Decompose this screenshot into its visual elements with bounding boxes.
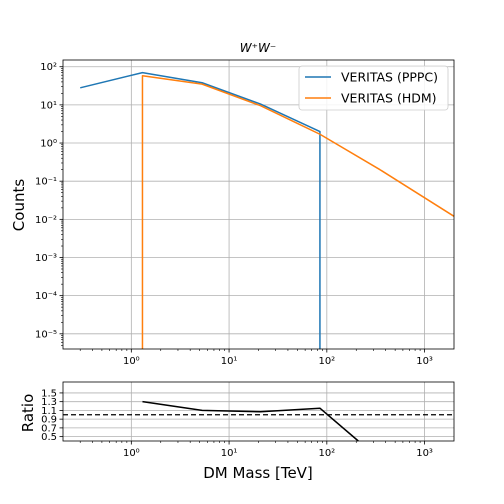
- counts-y-tick-label: 10⁻⁵: [35, 329, 57, 340]
- counts-y-tick-label: 10¹: [40, 100, 57, 111]
- legend-label-pppc: VERITAS (PPPC): [341, 70, 438, 85]
- ratio-y-tick-label: 1.3: [41, 397, 57, 408]
- counts-x-tick-label: 10⁰: [123, 356, 140, 367]
- legend-box: [298, 65, 449, 111]
- counts-y-tick-label: 10⁻⁴: [35, 291, 57, 302]
- counts-y-tick-label: 10⁻¹: [35, 177, 57, 188]
- ratio-y-ticks: 0.50.70.91.11.31.5: [41, 388, 63, 443]
- ratio-panel: 10⁰ 10¹ 10² 10³ 0.50.70.91.11.31.5 DM Mass …: [19, 381, 455, 482]
- counts-series-line-1: [141, 75, 455, 349]
- ratio-y-tick-label: 1.5: [41, 388, 57, 399]
- chart-title: W⁺W⁻: [240, 41, 276, 55]
- ratio-series: [63, 400, 454, 442]
- counts-series: [80, 71, 455, 349]
- ratio-y-tick-label: 1.1: [41, 406, 57, 417]
- ratio-x-tick-label: 10¹: [221, 448, 238, 459]
- ratio-y-tick-label: 0.9: [41, 415, 57, 426]
- counts-x-ticks: 10⁰ 10¹ 10² 10³: [79, 349, 433, 367]
- ratio-y-tick-label: 0.7: [41, 423, 57, 434]
- counts-y-ticks: 10⁻⁵ 10⁻⁴ 10⁻³ 10⁻² 10⁻¹ 10⁰ 10¹ 10²: [35, 62, 63, 346]
- counts-y-tick-label: 10⁰: [40, 139, 57, 150]
- ratio-x-tick-label: 10³: [416, 448, 433, 459]
- ratio-x-tick-label: 10⁰: [123, 448, 140, 459]
- counts-y-tick-label: 10⁻²: [35, 215, 57, 226]
- counts-x-tick-label: 10²: [318, 356, 335, 367]
- counts-y-axis-label: Counts: [10, 179, 28, 232]
- ratio-series-line: [142, 400, 359, 442]
- ratio-y-axis-label: Ratio: [19, 394, 37, 433]
- legend: VERITAS (PPPC) VERITAS (HDM): [298, 65, 449, 111]
- counts-x-tick-label: 10¹: [221, 356, 238, 367]
- ratio-grid: [63, 382, 454, 441]
- counts-series-line-0: [80, 71, 321, 349]
- legend-label-hdm: VERITAS (HDM): [341, 91, 437, 106]
- ratio-y-tick-label: 0.5: [41, 432, 57, 443]
- ratio-x-tick-label: 10²: [318, 448, 335, 459]
- counts-x-tick-label: 10³: [416, 356, 433, 367]
- counts-y-tick-label: 10⁻³: [35, 253, 57, 264]
- counts-panel: 10⁰ 10¹ 10² 10³ 10⁻⁵10⁻⁴10⁻³10⁻²10⁻¹10⁰10¹1…: [10, 41, 455, 367]
- counts-y-tick-label: 10²: [40, 62, 57, 73]
- ratio-x-ticks: 10⁰ 10¹ 10² 10³: [79, 441, 433, 459]
- x-axis-label: DM Mass [TeV]: [203, 464, 313, 482]
